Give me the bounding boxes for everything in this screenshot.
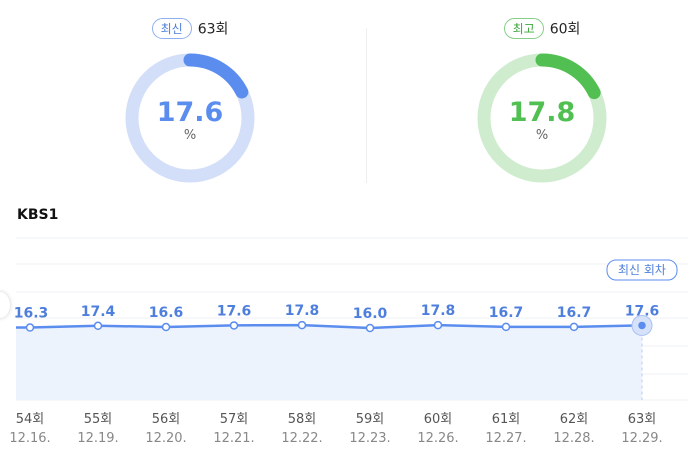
x-tick-date: 12.26.: [417, 431, 458, 446]
x-tick-episode: 55회: [84, 412, 113, 427]
x-tick-episode: 58회: [288, 412, 317, 427]
latest-donut-arc: [183, 53, 249, 99]
x-tick-episode: 61회: [492, 412, 521, 427]
best-rating-panel: 최고 60회 17.8 %: [392, 0, 688, 190]
x-tick-episode: 62회: [560, 412, 589, 427]
x-tick-episode: 57회: [220, 412, 249, 427]
x-tick-episode: 63회: [628, 412, 657, 427]
data-label: 16.7: [489, 305, 524, 321]
series-area: [16, 325, 642, 400]
x-tick-date: 12.28.: [553, 431, 594, 446]
data-label: 17.8: [421, 303, 456, 319]
x-axis-labels: 54회 12.16. 55회 12.19. 56회 12.20. 57회 12.21. 58회 1…: [9, 412, 662, 446]
data-point: [638, 321, 646, 330]
best-badge: 최고: [503, 18, 544, 39]
latest-episode-tag: 최신 회차: [606, 259, 678, 281]
latest-badge: 최신: [151, 18, 192, 39]
data-point: [229, 321, 239, 330]
x-tick-date: 12.16.: [9, 431, 50, 446]
data-label: 17.6: [625, 303, 660, 319]
panel-divider: [366, 28, 367, 183]
data-point: [501, 322, 511, 332]
data-point: [433, 320, 443, 330]
data-label: 16.6: [149, 305, 184, 321]
best-donut-arc: [535, 53, 601, 100]
x-tick-date: 12.21.: [213, 431, 254, 446]
point-labels: 16.3 17.4 16.6 17.6 17.8 16.0 17.8 16.7 16.7 17.6: [14, 303, 660, 322]
data-point: [297, 320, 307, 330]
chart-title: KBS1: [17, 207, 59, 223]
latest-tag-label: 최신 회차: [618, 263, 666, 277]
x-tick-date: 12.22.: [281, 431, 322, 446]
data-label: 17.4: [81, 304, 116, 320]
data-point: [161, 322, 171, 332]
x-tick-episode: 54회: [16, 412, 45, 427]
data-label: 17.6: [217, 303, 252, 319]
data-point: [365, 323, 375, 333]
chart-scroll-handle[interactable]: [0, 292, 10, 318]
x-tick-episode: 60회: [424, 412, 453, 427]
latest-rating-donut: [125, 53, 255, 183]
x-tick-date: 12.19.: [77, 431, 118, 446]
data-label: 16.0: [353, 306, 388, 322]
best-rating-donut: [477, 53, 607, 183]
latest-rating-panel: 최신 63회 17.6 %: [40, 0, 340, 190]
data-point: [93, 321, 103, 331]
latest-episode: 63회: [197, 21, 229, 38]
best-rating-value: 17.8: [508, 97, 576, 128]
x-tick-date: 12.27.: [485, 431, 526, 446]
series-points: [25, 314, 653, 336]
x-tick-date: 12.20.: [145, 431, 186, 446]
best-episode: 60회: [549, 21, 581, 38]
x-tick-episode: 56회: [152, 412, 181, 427]
rating-line-chart: 16.3 17.4 16.6 17.6 17.8 16.0 17.8 16.7 16.7 17.6…: [9, 237, 688, 446]
x-tick-date: 12.23.: [349, 431, 390, 446]
data-label: 16.3: [14, 306, 49, 322]
data-point: [25, 323, 35, 332]
data-point: [569, 322, 579, 332]
x-tick-date: 12.29.: [621, 431, 662, 446]
latest-rating-unit: %: [183, 128, 197, 143]
latest-tag-box: [606, 259, 678, 281]
data-label: 16.7: [557, 305, 592, 321]
latest-rating-header: 최신 63회: [40, 18, 340, 39]
latest-rating-value: 17.6: [156, 97, 224, 128]
x-tick-episode: 59회: [356, 412, 385, 427]
data-label: 17.8: [285, 303, 320, 319]
best-rating-unit: %: [535, 128, 549, 143]
best-rating-header: 최고 60회: [392, 18, 688, 39]
